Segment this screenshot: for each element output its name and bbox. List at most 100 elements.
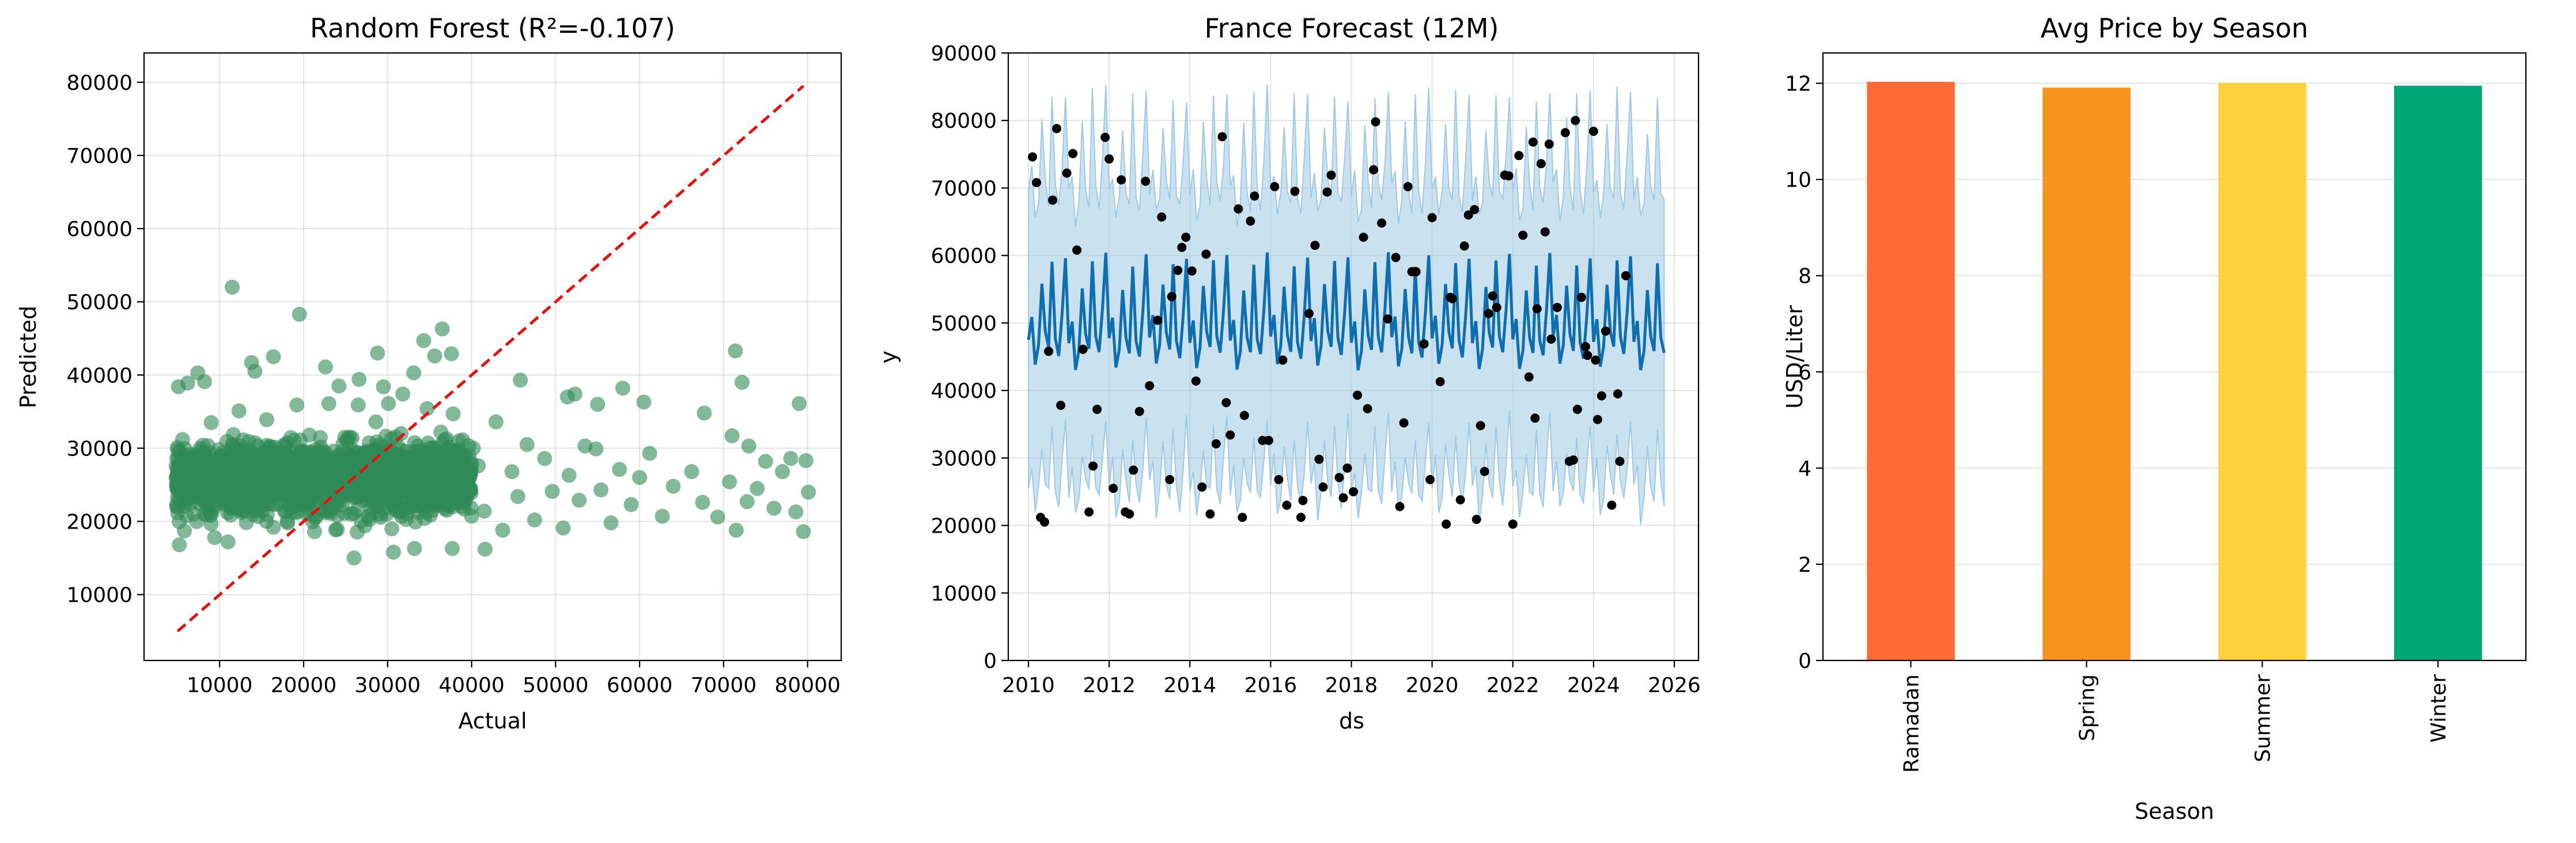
observed-point — [1234, 204, 1243, 214]
observed-point — [1109, 484, 1118, 493]
bar-x-tick-label: Ramadan — [1900, 674, 1924, 773]
bar-series — [1867, 82, 2482, 661]
scatter-point — [385, 484, 400, 499]
scatter-point — [368, 414, 384, 430]
observed-point — [1334, 473, 1344, 483]
scatter-x-tick-label: 50000 — [523, 674, 589, 697]
scatter-point — [224, 479, 239, 495]
scatter-point — [527, 512, 542, 527]
scatter-point — [225, 279, 240, 295]
scatter-point — [176, 523, 192, 539]
bar-y-tick-label: 10 — [1785, 169, 1811, 192]
observed-point — [1134, 407, 1144, 416]
observed-point — [1040, 517, 1050, 527]
scatter-point — [254, 446, 269, 462]
observed-point — [1173, 265, 1183, 275]
scatter-y-tick-label: 30000 — [66, 437, 133, 461]
scatter-chart-panel: Random Forest (R²=-0.107) 10000 20000 3000… — [16, 13, 842, 734]
scatter-chart-title: Random Forest (R²=-0.107) — [310, 13, 675, 44]
scatter-point — [415, 495, 431, 510]
observed-point — [1508, 519, 1518, 529]
bar-ramadan — [1867, 82, 1955, 660]
observed-point — [1377, 218, 1387, 228]
scatter-point — [783, 451, 799, 466]
scatter-point — [513, 373, 528, 388]
scatter-x-tick-label: 80000 — [774, 674, 841, 697]
observed-point — [1338, 493, 1348, 503]
observed-point — [1504, 171, 1514, 181]
scatter-point — [798, 453, 814, 468]
observed-point — [1419, 339, 1429, 349]
observed-point — [1104, 154, 1114, 164]
scatter-point — [567, 386, 582, 402]
observed-point — [1568, 455, 1578, 465]
scatter-point — [330, 522, 345, 537]
bar-y-tick-label: 8 — [1798, 265, 1811, 288]
scatter-point — [172, 537, 187, 553]
scatter-point — [298, 459, 313, 474]
observed-point — [1318, 482, 1328, 492]
observed-point — [1225, 430, 1235, 440]
scatter-point — [796, 524, 811, 540]
observed-point — [1592, 415, 1602, 424]
scatter-point — [266, 349, 281, 364]
forecast-x-tick-label: 2016 — [1245, 674, 1298, 697]
scatter-point — [615, 381, 630, 396]
scatter-point — [187, 448, 202, 464]
observed-point — [1546, 335, 1556, 344]
scatter-point — [240, 460, 255, 476]
season-price-bar-panel: Avg Price by Season 0 2 4 6 8 10 12 Ramadan Spri… — [1782, 13, 2527, 824]
scatter-point — [374, 438, 389, 454]
scatter-point — [801, 484, 816, 500]
observed-point — [1528, 137, 1538, 147]
scatter-point — [734, 374, 750, 390]
bar-y-tick-label: 12 — [1785, 73, 1811, 96]
observed-point — [1238, 512, 1247, 522]
bar-summer — [2218, 82, 2306, 661]
observed-point — [1488, 291, 1497, 301]
scatter-point — [180, 476, 195, 492]
forecast-line — [1027, 252, 1666, 371]
bar-y-tick-label: 0 — [1798, 650, 1811, 673]
observed-point — [1369, 165, 1379, 174]
scatter-x-tick-label: 70000 — [691, 674, 757, 697]
observed-point — [1177, 242, 1187, 252]
observed-point — [1560, 128, 1570, 138]
reference-diagonal-line — [176, 85, 805, 633]
scatter-point — [504, 464, 520, 480]
scatter-point — [283, 499, 299, 515]
observed-point — [1187, 266, 1197, 276]
observed-point — [1048, 195, 1058, 205]
scatter-point — [266, 519, 281, 535]
scatter-x-tick-label: 10000 — [187, 674, 253, 697]
observed-point — [1239, 411, 1249, 420]
forecast-y-tick-label: 50000 — [930, 312, 997, 336]
scatter-point — [261, 496, 277, 511]
observed-point — [1052, 124, 1062, 134]
forecast-chart-panel: France Forecast (12M) 2010 2012 2014 2016 20… — [876, 13, 1701, 734]
scatter-point — [377, 458, 393, 473]
scatter-point — [510, 489, 525, 504]
scatter-point — [741, 438, 756, 454]
scatter-point — [577, 438, 593, 454]
observed-point — [1572, 404, 1582, 414]
scatter-point — [245, 491, 261, 506]
observed-point — [1314, 454, 1324, 464]
scatter-y-tick-label: 20000 — [66, 510, 133, 534]
scatter-point — [750, 481, 765, 496]
scatter-point — [758, 454, 773, 469]
observed-point — [1524, 372, 1534, 382]
scatter-point — [697, 405, 712, 421]
scatter-y-tick-label: 60000 — [66, 218, 133, 241]
scatter-point — [384, 521, 400, 537]
scatter-point — [381, 396, 396, 411]
observed-point — [1084, 507, 1094, 517]
scatter-point — [379, 506, 395, 522]
scatter-point — [471, 458, 486, 473]
scatter-point — [544, 484, 560, 499]
forecast-y-tick-label: 0 — [984, 650, 997, 673]
scatter-point — [282, 487, 298, 503]
observed-point — [1518, 230, 1528, 240]
bar-x-tick-label: Spring — [2076, 674, 2100, 741]
scatter-point — [590, 397, 606, 412]
